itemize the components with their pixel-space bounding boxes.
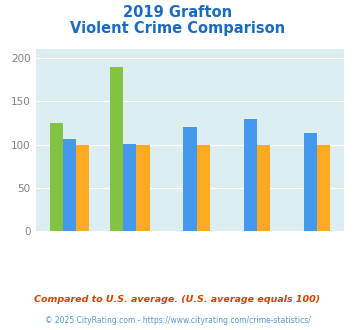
Bar xyxy=(110,67,123,231)
Bar xyxy=(136,145,149,231)
Text: Violent Crime Comparison: Violent Crime Comparison xyxy=(70,21,285,36)
Text: 2019 Grafton: 2019 Grafton xyxy=(123,5,232,20)
Bar xyxy=(244,119,257,231)
Bar xyxy=(76,145,89,231)
Bar xyxy=(63,139,76,231)
Bar xyxy=(257,145,270,231)
Bar xyxy=(317,145,330,231)
Text: © 2025 CityRating.com - https://www.cityrating.com/crime-statistics/: © 2025 CityRating.com - https://www.city… xyxy=(45,316,310,325)
Bar xyxy=(304,133,317,231)
Bar xyxy=(183,127,197,231)
Bar xyxy=(197,145,210,231)
Bar xyxy=(50,123,63,231)
Bar xyxy=(123,144,136,231)
Text: Compared to U.S. average. (U.S. average equals 100): Compared to U.S. average. (U.S. average … xyxy=(34,295,321,304)
